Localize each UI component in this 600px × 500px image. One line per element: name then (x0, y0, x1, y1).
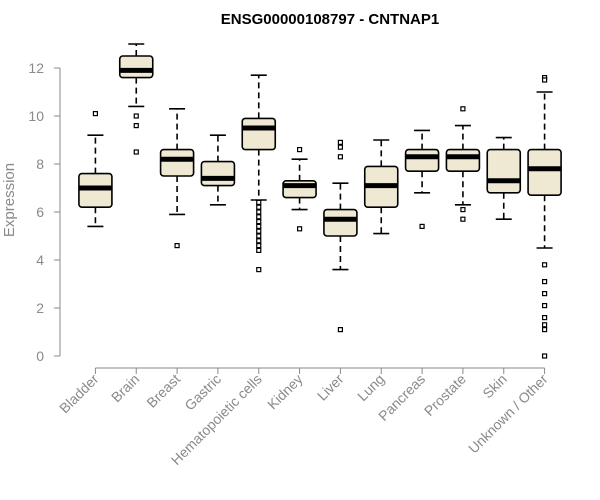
outlier-point (337, 154, 344, 160)
box-group (404, 129, 440, 229)
outlier-point (256, 247, 262, 253)
iqr-box (118, 55, 154, 79)
outlier-point (296, 226, 303, 232)
y-axis: 0 2 4 6 8 10 12 (28, 60, 61, 364)
x-tick-label: Lung (354, 371, 387, 404)
outlier-point (256, 209, 262, 215)
iqr-box (200, 160, 236, 187)
y-tick-label: 6 (36, 204, 44, 220)
plot-area (78, 43, 562, 359)
outlier-point (541, 262, 548, 268)
outlier-point (256, 238, 262, 244)
outlier-point (256, 219, 262, 225)
outlier-point (541, 303, 548, 309)
outlier-point (541, 353, 548, 359)
y-tick-label: 0 (36, 348, 44, 364)
y-tick-label: 12 (28, 60, 44, 76)
iqr-box (323, 208, 358, 237)
box-group (486, 136, 522, 220)
iqr-box (445, 148, 481, 173)
outlier-point (541, 291, 548, 297)
outlier-point (256, 223, 262, 229)
outlier-point (256, 228, 262, 234)
outlier-point (337, 144, 344, 150)
outlier-point (256, 267, 262, 273)
box-group (159, 108, 195, 249)
outlier-point (337, 327, 344, 333)
outlier-point (541, 315, 548, 321)
box-group (282, 147, 317, 232)
box-group (363, 139, 399, 235)
outlier-point (541, 322, 548, 328)
iqr-box (241, 117, 277, 151)
outlier-point (256, 204, 262, 210)
iqr-box (527, 148, 562, 197)
x-tick-label: Brain (108, 371, 142, 405)
y-tick-label: 4 (36, 252, 44, 268)
y-tick-label: 2 (36, 300, 44, 316)
x-tick-label: Liver (314, 371, 347, 404)
outlier-point (337, 139, 344, 145)
outlier-point (460, 207, 466, 213)
outlier-point (133, 122, 139, 129)
outlier-point (296, 147, 303, 153)
x-tick-label: Bladder (56, 371, 102, 417)
box-group (78, 110, 113, 228)
outlier-point (541, 77, 548, 83)
box-group (118, 43, 154, 155)
outlier-point (256, 199, 262, 205)
outlier-point (256, 214, 262, 220)
outlier-point (541, 327, 548, 333)
x-tick-label: Prostate (421, 371, 469, 419)
box-group (200, 134, 236, 206)
x-tick-label: Skin (479, 371, 510, 402)
box-group (445, 106, 481, 222)
outlier-point (419, 223, 425, 229)
y-axis-label: Expression (1, 163, 18, 237)
box-group (527, 74, 562, 359)
outlier-point (541, 279, 548, 285)
iqr-box (159, 148, 195, 177)
outlier-point (133, 149, 139, 155)
y-tick-label: 8 (36, 156, 44, 172)
outlier-point (460, 216, 466, 222)
y-tick-label: 10 (28, 108, 44, 124)
iqr-box (404, 148, 440, 173)
outlier-point (256, 233, 262, 239)
outlier-point (133, 113, 139, 119)
chart-title: ENSG00000108797 - CNTNAP1 (221, 11, 439, 28)
outlier-point (92, 110, 99, 117)
x-tick-label: Kidney (264, 371, 306, 413)
outlier-point (174, 243, 180, 249)
box-group (241, 74, 277, 273)
box-group (323, 139, 358, 333)
x-tick-label: Breast (143, 371, 183, 411)
outlier-point (256, 243, 262, 249)
outlier-point (460, 106, 466, 112)
iqr-box (486, 148, 522, 194)
